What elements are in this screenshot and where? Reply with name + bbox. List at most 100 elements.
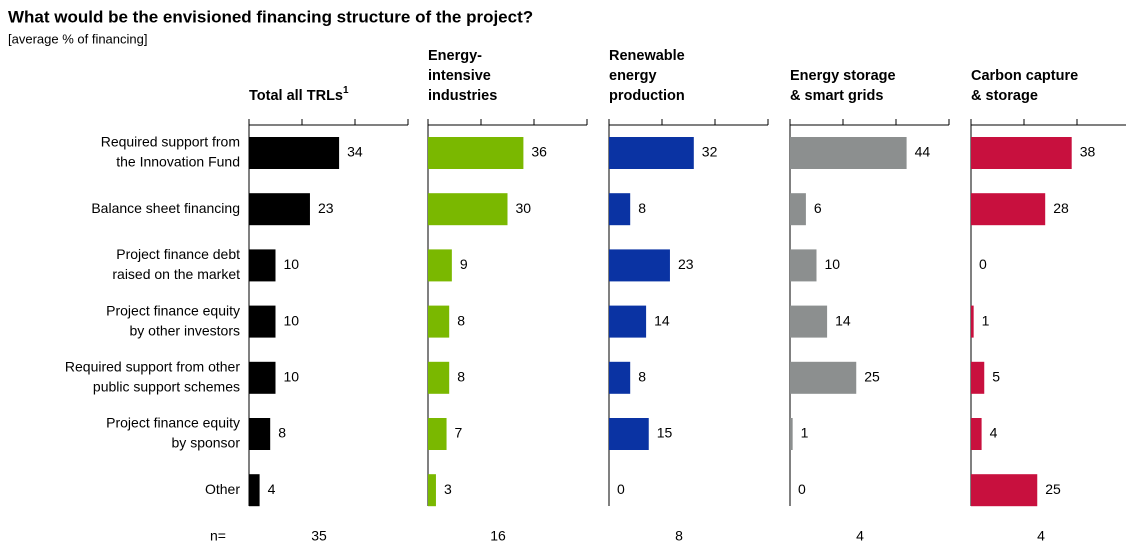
chart-subtitle: [average % of financing]	[8, 31, 147, 46]
bar	[790, 137, 907, 169]
value-label: 3	[444, 481, 452, 497]
value-label: 34	[347, 144, 363, 160]
value-label: 10	[284, 256, 300, 272]
bar	[790, 249, 817, 282]
category-label: Required support from	[101, 134, 240, 150]
footnote-mark: 1	[343, 85, 349, 96]
value-label: 38	[1080, 144, 1096, 160]
bar	[428, 474, 436, 507]
value-label: 0	[617, 481, 625, 497]
n-value: 16	[490, 528, 506, 544]
panel-title: Carbon capture	[971, 68, 1078, 84]
value-label: 25	[864, 369, 880, 385]
value-label: 44	[915, 144, 931, 160]
value-label: 8	[638, 369, 646, 385]
bar	[971, 305, 974, 338]
value-label: 6	[814, 200, 822, 216]
n-label: n=	[210, 528, 226, 544]
panel-title: & storage	[971, 88, 1038, 104]
bar	[249, 249, 276, 282]
panel-title: Energy-	[428, 48, 482, 64]
bar	[249, 361, 276, 394]
bar	[609, 361, 631, 394]
bar	[609, 249, 670, 282]
category-label: by sponsor	[172, 435, 241, 451]
bar	[428, 418, 447, 450]
bar	[971, 418, 982, 450]
value-label: 14	[835, 312, 851, 328]
value-label: 28	[1053, 200, 1069, 216]
chart-title: What would be the envisioned financing s…	[8, 7, 533, 26]
bar	[609, 137, 694, 169]
bar	[428, 305, 450, 338]
value-label: 23	[678, 256, 694, 272]
bar	[971, 474, 1038, 507]
value-label: 4	[268, 481, 276, 497]
value-label: 1	[982, 312, 990, 328]
value-label: 10	[825, 256, 841, 272]
n-value: 8	[675, 528, 683, 544]
bar	[790, 305, 828, 338]
n-value: 4	[1037, 528, 1045, 544]
bar	[971, 193, 1046, 226]
bar	[609, 305, 647, 338]
category-label: raised on the market	[112, 266, 240, 282]
bar	[428, 249, 452, 282]
bar	[971, 137, 1072, 169]
panel-title: & smart grids	[790, 88, 883, 104]
value-label: 8	[638, 200, 646, 216]
category-label: Required support from other	[65, 359, 240, 375]
panel-title: energy	[609, 68, 657, 84]
bar	[249, 474, 260, 507]
value-label: 9	[460, 256, 468, 272]
value-label: 0	[798, 481, 806, 497]
value-label: 23	[318, 200, 334, 216]
panel-title: production	[609, 88, 685, 104]
bar	[428, 193, 508, 226]
bar	[790, 361, 857, 394]
bar	[428, 361, 450, 394]
value-label: 7	[455, 425, 463, 441]
category-label: Project finance debt	[116, 246, 240, 262]
bar	[790, 418, 793, 450]
bar	[609, 418, 649, 450]
value-label: 8	[457, 369, 465, 385]
value-label: 5	[992, 369, 1000, 385]
panel-title: intensive	[428, 68, 491, 84]
value-label: 10	[284, 312, 300, 328]
panel-title: Total all TRLs1	[249, 85, 349, 104]
value-label: 4	[990, 425, 998, 441]
category-label: by other investors	[130, 322, 241, 338]
category-label: Other	[205, 481, 240, 497]
bar	[249, 305, 276, 338]
bar	[249, 137, 340, 169]
bar	[790, 193, 806, 226]
value-label: 36	[531, 144, 547, 160]
category-label: Balance sheet financing	[91, 200, 240, 216]
value-label: 32	[702, 144, 718, 160]
panel-title: Renewable	[609, 48, 685, 64]
value-label: 8	[457, 312, 465, 328]
value-label: 0	[979, 256, 987, 272]
panel-title: Energy storage	[790, 68, 896, 84]
category-label: Project finance equity	[106, 302, 240, 318]
bar	[428, 137, 524, 169]
value-label: 14	[654, 312, 670, 328]
category-label: public support schemes	[93, 379, 240, 395]
n-value: 35	[311, 528, 327, 544]
n-value: 4	[856, 528, 864, 544]
category-label: Project finance equity	[106, 415, 240, 431]
value-label: 10	[284, 369, 300, 385]
category-label: the Innovation Fund	[116, 154, 240, 170]
value-label: 8	[278, 425, 286, 441]
bar	[609, 193, 631, 226]
bar	[249, 418, 271, 450]
value-label: 30	[516, 200, 532, 216]
value-label: 25	[1045, 481, 1061, 497]
bar	[971, 361, 985, 394]
panel-title: industries	[428, 88, 497, 104]
value-label: 15	[657, 425, 673, 441]
value-label: 1	[801, 425, 809, 441]
bar	[249, 193, 310, 226]
